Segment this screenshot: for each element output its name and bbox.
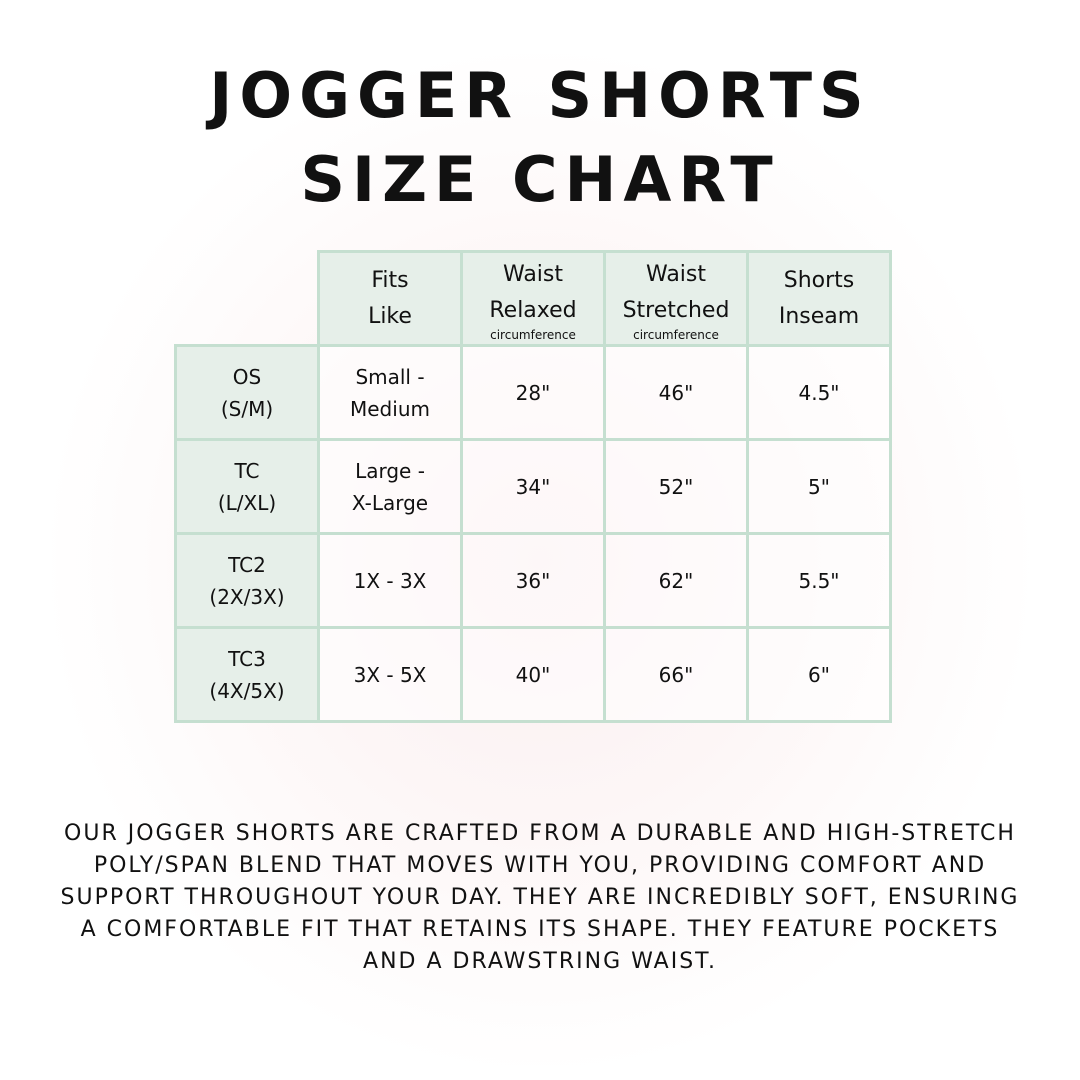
size-cell: TC (L/XL) <box>174 438 320 535</box>
title-line-2: SIZE CHART <box>300 143 780 216</box>
inseam-cell: 4.5" <box>746 344 892 441</box>
table-row: TC (L/XL) Large - X-Large 34" 52" 5" <box>174 438 892 535</box>
header-inseam: Shorts Inseam <box>746 250 892 347</box>
fit-cell: Large - X-Large <box>317 438 463 535</box>
header-row: Fits Like Waist Relaxed circumference Waist… <box>176 250 892 347</box>
header-waist-relaxed: Waist Relaxed circumference <box>460 250 606 347</box>
inseam-cell: 5.5" <box>746 532 892 629</box>
fit-cell: 3X - 5X <box>317 626 463 723</box>
empty-corner <box>176 252 319 346</box>
size-chart-table: Fits Like Waist Relaxed circumference Waist… <box>174 250 892 723</box>
table-row: OS (S/M) Small - Medium 28" 46" 4.5" <box>174 344 892 441</box>
table-row: TC2 (2X/3X) 1X - 3X 36" 62" 5.5" <box>174 532 892 629</box>
size-cell: TC2 (2X/3X) <box>174 532 320 629</box>
stretched-cell: 62" <box>603 532 749 629</box>
stretched-cell: 52" <box>603 438 749 535</box>
fit-cell: Small - Medium <box>317 344 463 441</box>
header-fits-like: Fits Like <box>317 250 463 347</box>
table-row: TC3 (4X/5X) 3X - 5X 40" 66" 6" <box>174 626 892 723</box>
relaxed-cell: 28" <box>460 344 606 441</box>
stretched-cell: 46" <box>603 344 749 441</box>
header-waist-stretched: Waist Stretched circumference <box>603 250 749 347</box>
stretched-cell: 66" <box>603 626 749 723</box>
size-cell: TC3 (4X/5X) <box>174 626 320 723</box>
title-line-1: JOGGER SHORTS <box>209 59 871 132</box>
fit-cell: 1X - 3X <box>317 532 463 629</box>
inseam-cell: 6" <box>746 626 892 723</box>
relaxed-cell: 36" <box>460 532 606 629</box>
relaxed-cell: 40" <box>460 626 606 723</box>
inseam-cell: 5" <box>746 438 892 535</box>
relaxed-cell: 34" <box>460 438 606 535</box>
product-description: Our jogger shorts are crafted from a dur… <box>60 821 1020 974</box>
size-cell: OS (S/M) <box>174 344 320 441</box>
